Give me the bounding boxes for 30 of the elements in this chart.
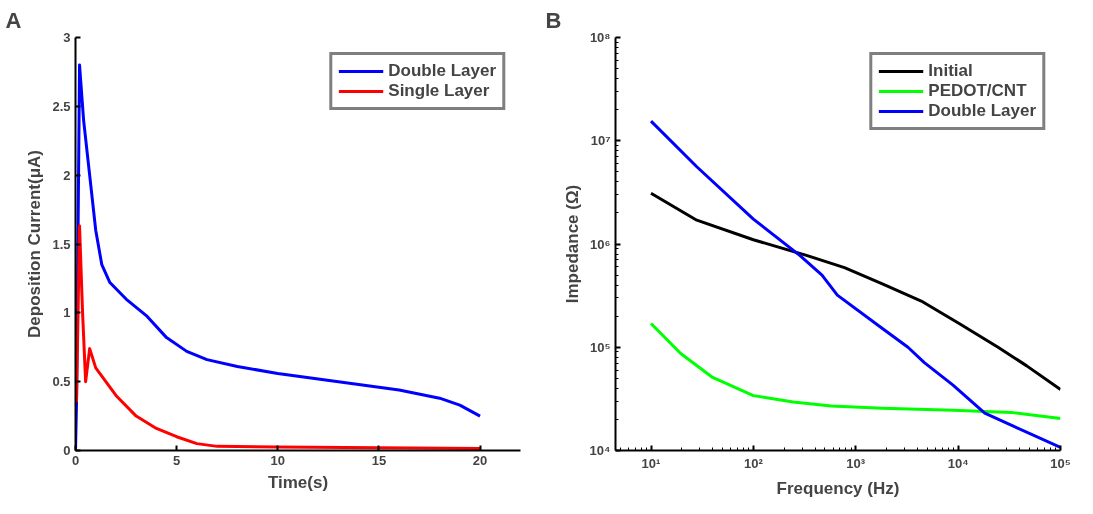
legend-label: Single Layer — [388, 81, 490, 101]
y-tick-label: 10⁶ — [590, 236, 611, 252]
legend-label: Double Layer — [928, 101, 1036, 121]
x-tick-label: 10¹ — [641, 455, 661, 471]
y-tick-label: 0.5 — [52, 374, 71, 390]
chart-title: B — [545, 7, 562, 33]
x-tick-label: 5 — [173, 452, 181, 468]
chart-title: A — [5, 7, 22, 33]
x-axis-title: Frequency (Hz) — [776, 478, 900, 498]
legend-label: Double Layer — [388, 61, 496, 81]
y-tick-label: 2.5 — [52, 98, 71, 114]
y-tick-label: 10⁵ — [589, 339, 611, 355]
x-tick-label: 10⁵ — [1050, 455, 1071, 471]
y-tick-label: 1 — [63, 305, 71, 321]
y-tick-label: 3 — [63, 30, 71, 45]
y-axis-title: Deposition Current(μA) — [25, 150, 45, 338]
y-tick-label: 10⁷ — [590, 133, 611, 149]
y-axis-title: Impedance (Ω) — [562, 184, 582, 304]
x-tick-label: 10⁴ — [947, 455, 969, 471]
y-tick-label: 2 — [63, 167, 71, 183]
x-tick-label: 10 — [270, 452, 286, 468]
x-tick-label: 10² — [743, 455, 764, 471]
y-tick-label: 1.5 — [52, 236, 71, 252]
legend-label: Initial — [928, 61, 973, 81]
legend-label: PEDOT/CNT — [928, 81, 1027, 101]
x-tick-label: 10³ — [846, 455, 866, 471]
y-tick-label: 10⁸ — [589, 30, 611, 45]
x-tick-label: 20 — [472, 452, 488, 468]
x-tick-label: 15 — [371, 452, 387, 468]
x-axis-title: Time(s) — [267, 472, 329, 492]
